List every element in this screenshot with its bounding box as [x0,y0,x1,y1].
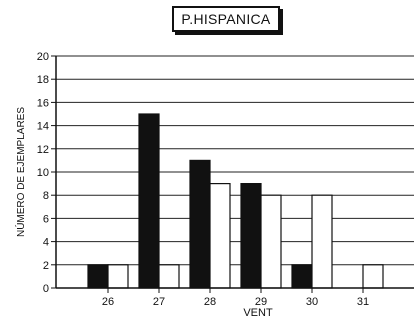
x-tick-label: 30 [306,296,318,308]
y-tick-label: 16 [37,97,49,109]
y-tick-label: 2 [43,260,49,272]
y-tick-label: 12 [37,144,49,156]
y-tick-label: 14 [37,121,49,133]
bar-light-30 [311,194,333,289]
y-tick-label: 10 [37,167,49,179]
grid-lines [56,55,414,289]
x-axis-ticks: 26 27 28 29 30 31 [102,288,369,308]
bar-dark-30 [291,264,313,289]
bars [87,113,384,289]
bar-dark-27 [138,113,160,289]
bar-light-26 [107,264,129,289]
bar-dark-28 [189,159,211,289]
y-tick-label: 20 [37,51,49,63]
y-tick-label: 18 [37,74,49,86]
x-tick-label: 27 [153,296,165,308]
bar-light-29 [260,194,282,289]
x-tick-label: 31 [357,296,369,308]
x-tick-label: 29 [255,296,267,308]
x-axis-label: VENT [243,307,273,319]
x-tick-label: 26 [102,296,114,308]
y-tick-label: 4 [43,237,49,249]
y-tick-label: 6 [43,213,49,225]
bar-dark-29 [240,183,262,289]
y-tick-label: 0 [43,283,49,295]
bar-dark-26 [87,264,109,289]
y-axis-label: NÚMERO DE EJEMPLARES [14,107,27,237]
bar-light-27 [158,264,180,289]
bar-light-31 [362,264,384,289]
y-tick-label: 8 [43,190,49,202]
y-axis-ticks: 0 2 4 6 8 10 12 14 16 18 20 [37,51,56,295]
x-tick-label: 28 [204,296,216,308]
chart-title: P.HISPANICA [172,6,280,32]
bar-light-28 [209,183,231,289]
